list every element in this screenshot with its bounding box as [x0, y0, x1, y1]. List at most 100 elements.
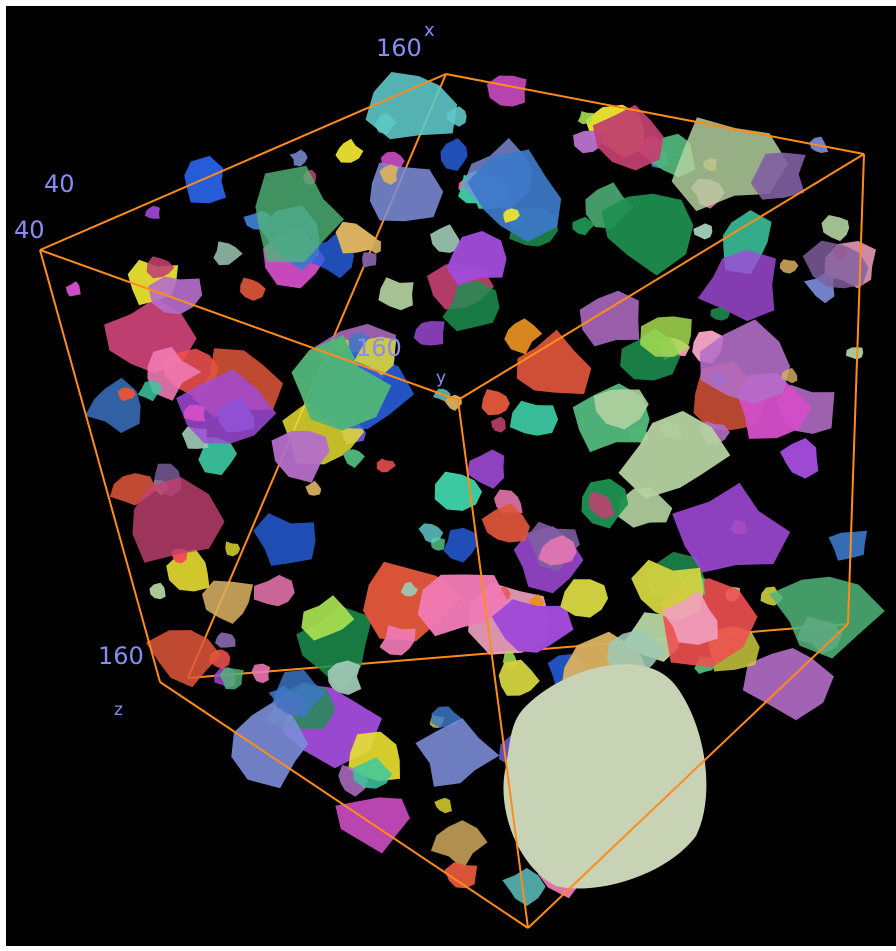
grain: [498, 659, 540, 696]
grain: [379, 164, 399, 185]
grain: [66, 281, 81, 297]
grain: [255, 165, 344, 263]
grain: [253, 513, 316, 566]
grain: [486, 75, 527, 107]
grain: [184, 155, 227, 204]
grain: [601, 193, 694, 276]
grain: [362, 252, 377, 268]
grain: [132, 477, 225, 563]
frame-edge-front-vertical: [457, 399, 529, 929]
grain: [491, 599, 574, 653]
grain: [618, 410, 731, 499]
grain: [446, 231, 507, 286]
grain: [415, 718, 500, 787]
grain: [504, 318, 543, 355]
grain: [145, 630, 221, 688]
grain: [593, 389, 649, 430]
grain: [342, 449, 365, 468]
grain: [710, 307, 731, 321]
grain: [502, 868, 546, 906]
grain: [327, 660, 362, 695]
y-axis-end-label: 160: [356, 334, 402, 362]
grain: [335, 138, 364, 163]
grain: [699, 319, 790, 404]
grain: [400, 581, 418, 597]
grain: [440, 138, 468, 171]
grain: [577, 111, 594, 125]
grain: [146, 256, 175, 279]
x-axis-end-label: 160: [376, 34, 422, 62]
grain: [661, 590, 718, 645]
grain: [219, 667, 244, 690]
grain: [434, 797, 452, 814]
grain: [183, 404, 206, 422]
grain: [305, 480, 322, 496]
frame-edge-top-right: [457, 153, 865, 401]
frame-edge-right-vertical: [847, 153, 865, 625]
grain: [240, 277, 266, 301]
z-axis-name: z: [114, 700, 123, 720]
grain: [481, 503, 530, 543]
grain: [516, 329, 592, 395]
grain: [769, 576, 885, 659]
grain: [779, 259, 799, 274]
grain: [781, 367, 798, 384]
grain: [354, 336, 397, 376]
grain: [291, 335, 392, 431]
grain: [481, 389, 510, 416]
start-label-a: 40: [44, 170, 75, 198]
grain: [413, 321, 445, 346]
frame-edge-top-left: [39, 73, 447, 251]
grain: [271, 430, 330, 483]
grain: [289, 149, 308, 167]
grain: [145, 205, 160, 219]
grain: [579, 290, 640, 347]
grain: [444, 862, 478, 889]
grain: [379, 625, 416, 656]
frame-edge-top-front: [39, 249, 459, 401]
grain: [272, 669, 327, 718]
grain: [335, 221, 376, 254]
grain: [117, 387, 136, 402]
grain: [231, 697, 309, 789]
y-axis-name: y: [436, 368, 447, 388]
volume-rendering: 160 x 40 40 160 y 160 z: [6, 6, 896, 946]
grain: [845, 347, 864, 360]
grain: [572, 216, 595, 236]
grain: [353, 757, 392, 789]
grain: [365, 238, 381, 254]
grain-cluster: [66, 72, 885, 906]
grain: [418, 523, 444, 544]
frame-edge-left-vertical: [39, 249, 161, 683]
grain: [491, 416, 506, 433]
grain: [378, 277, 414, 311]
grain: [592, 104, 664, 171]
large-pale-grain: [503, 664, 707, 889]
grain: [376, 458, 396, 473]
grain: [443, 527, 478, 563]
grain: [697, 249, 776, 322]
grain: [213, 241, 243, 266]
grain: [442, 280, 500, 332]
grain: [693, 223, 713, 240]
grain: [430, 224, 460, 253]
frame-edge-bottom-left: [159, 681, 529, 929]
grain: [588, 491, 615, 519]
grain: [828, 530, 868, 561]
start-label-b: 40: [14, 216, 45, 244]
grain: [538, 535, 577, 566]
grain: [434, 471, 483, 511]
grain: [149, 582, 166, 600]
grain: [509, 400, 559, 436]
frame-edge-top-back: [445, 73, 865, 155]
grain: [417, 574, 508, 637]
grain-volume-scene: [39, 72, 885, 929]
grain: [338, 765, 369, 797]
grain: [137, 380, 163, 402]
grain: [618, 487, 673, 528]
grain: [202, 580, 254, 624]
grain: [85, 377, 141, 433]
grain: [215, 632, 236, 648]
grain: [672, 482, 791, 573]
